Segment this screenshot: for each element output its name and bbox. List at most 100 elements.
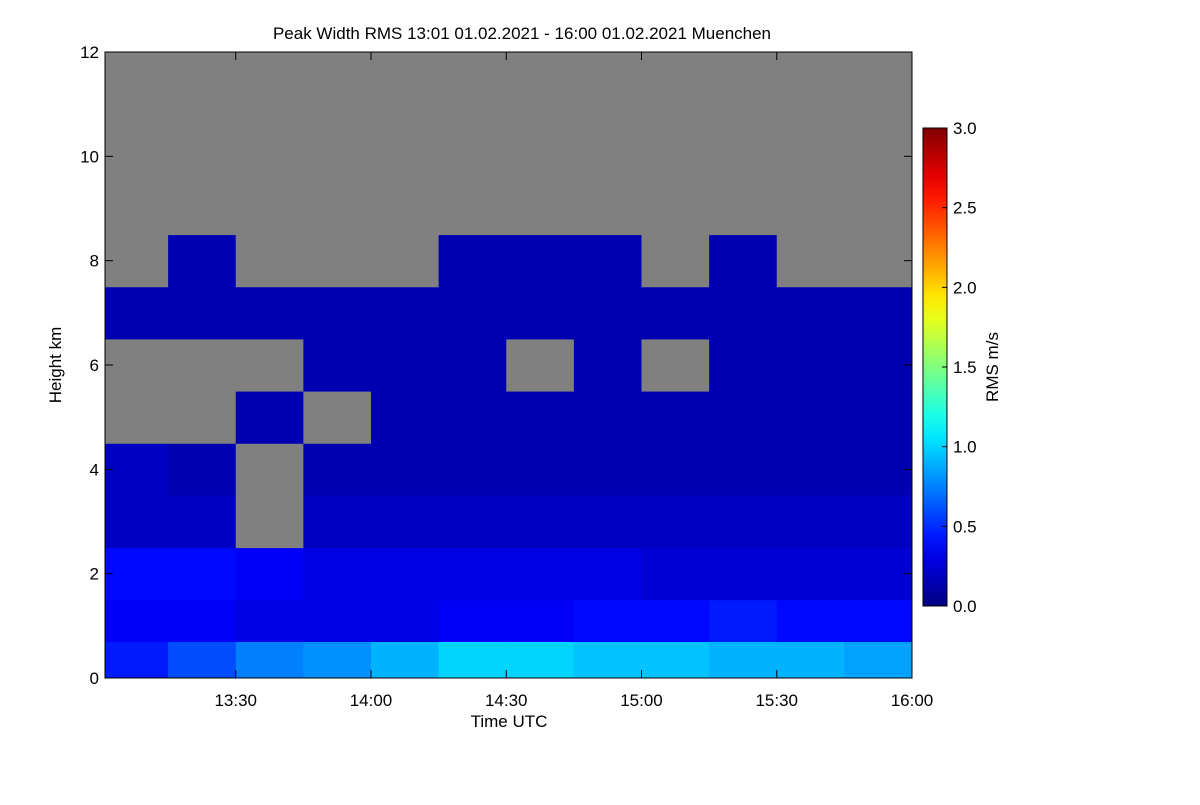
- heatmap-cell: [776, 52, 845, 236]
- heatmap-cell: [105, 338, 169, 392]
- colorbar-tick-label: 2.0: [953, 278, 977, 297]
- heatmap-cell: [235, 338, 304, 392]
- heatmap-cell: [506, 641, 575, 679]
- heatmap-cell: [844, 338, 913, 392]
- heatmap-cell: [105, 599, 169, 642]
- heatmap-cell: [641, 286, 710, 340]
- heatmap-cell: [641, 443, 710, 496]
- heatmap-cell: [844, 234, 913, 288]
- heatmap-cell: [105, 234, 169, 288]
- heatmap-cell: [235, 234, 304, 288]
- heatmap-cell: [573, 234, 642, 288]
- heatmap-cell: [235, 547, 304, 601]
- heatmap-cell: [438, 495, 507, 549]
- colorbar-tick-label: 3.0: [953, 119, 977, 138]
- y-tick-label: 10: [80, 147, 99, 166]
- heatmap-cell: [370, 547, 440, 601]
- heatmap-cell: [641, 641, 710, 679]
- heatmap-cell: [303, 234, 372, 288]
- x-tick-label: 14:30: [485, 691, 528, 710]
- heatmap-cell: [844, 391, 913, 444]
- heatmap-cell: [438, 234, 507, 288]
- heatmap-cell: [438, 338, 507, 392]
- colorbar-tick-label: 1.5: [953, 358, 977, 377]
- heatmap-cell: [641, 234, 710, 288]
- heatmap-cell: [844, 443, 913, 496]
- heatmap-cell: [303, 338, 372, 392]
- heatmap-cell: [641, 599, 710, 642]
- heatmap-cell: [709, 599, 778, 642]
- heatmap-cell: [573, 599, 642, 642]
- heatmap-cell: [105, 495, 169, 549]
- heatmap-cell: [844, 495, 913, 549]
- colorbar-label: RMS m/s: [983, 332, 1002, 402]
- heatmap-cell: [709, 443, 778, 496]
- heatmap-cell: [776, 641, 845, 679]
- heatmap-cell: [303, 391, 372, 444]
- heatmap-cell: [105, 641, 169, 679]
- x-tick-label: 14:00: [350, 691, 393, 710]
- heatmap-cell: [709, 234, 778, 288]
- x-tick-label: 16:00: [891, 691, 934, 710]
- heatmap-cell: [303, 52, 372, 236]
- heatmap-cell: [776, 495, 845, 549]
- heatmap-cell: [844, 286, 913, 340]
- heatmap-cell: [573, 391, 642, 444]
- y-axis-label: Height km: [46, 327, 65, 404]
- heatmap-cell: [370, 641, 440, 679]
- heatmap-cell: [370, 286, 440, 340]
- heatmap-cell: [235, 641, 304, 679]
- heatmap: [105, 52, 913, 679]
- heatmap-cell: [506, 599, 575, 642]
- heatmap-cell: [168, 599, 237, 642]
- heatmap-cell: [776, 443, 845, 496]
- heatmap-cell: [438, 391, 507, 444]
- colorbar-tick-label: 0.5: [953, 517, 977, 536]
- heatmap-cell: [235, 599, 304, 642]
- heatmap-cell: [573, 338, 642, 392]
- heatmap-cell: [438, 443, 507, 496]
- heatmap-cell: [573, 286, 642, 340]
- heatmap-cell: [235, 443, 304, 496]
- heatmap-cell: [506, 391, 575, 444]
- heatmap-cell: [370, 52, 440, 236]
- heatmap-cell: [776, 599, 845, 642]
- y-tick-label: 2: [90, 565, 99, 584]
- heatmap-cell: [370, 234, 440, 288]
- heatmap-cell: [709, 547, 778, 601]
- heatmap-cell: [370, 338, 440, 392]
- heatmap-cell: [168, 234, 237, 288]
- heatmap-cell: [235, 52, 304, 236]
- heatmap-cell: [105, 443, 169, 496]
- heatmap-cell: [573, 52, 642, 236]
- heatmap-cell: [438, 52, 507, 236]
- heatmap-cell: [506, 547, 575, 601]
- heatmap-cell: [641, 547, 710, 601]
- heatmap-cell: [709, 641, 778, 679]
- heatmap-cell: [370, 443, 440, 496]
- heatmap-cell: [776, 234, 845, 288]
- heatmap-cell: [235, 391, 304, 444]
- heatmap-cell: [573, 641, 642, 679]
- heatmap-cell: [709, 286, 778, 340]
- heatmap-cell: [303, 286, 372, 340]
- heatmap-cell: [438, 547, 507, 601]
- colorbar-tick-label: 2.5: [953, 199, 977, 218]
- x-axis-label: Time UTC: [471, 712, 548, 731]
- heatmap-cell: [168, 286, 237, 340]
- heatmap-cell: [168, 338, 237, 392]
- y-tick-label: 0: [90, 669, 99, 688]
- heatmap-cell: [844, 641, 913, 679]
- heatmap-cell: [105, 52, 169, 236]
- heatmap-cell: [168, 495, 237, 549]
- x-tick-label: 15:30: [755, 691, 798, 710]
- heatmap-cell: [776, 391, 845, 444]
- heatmap-cell: [370, 391, 440, 444]
- heatmap-cell: [506, 338, 575, 392]
- y-tick-label: 12: [80, 43, 99, 62]
- heatmap-cell: [641, 52, 710, 236]
- heatmap-cell: [844, 547, 913, 601]
- heatmap-cell: [573, 495, 642, 549]
